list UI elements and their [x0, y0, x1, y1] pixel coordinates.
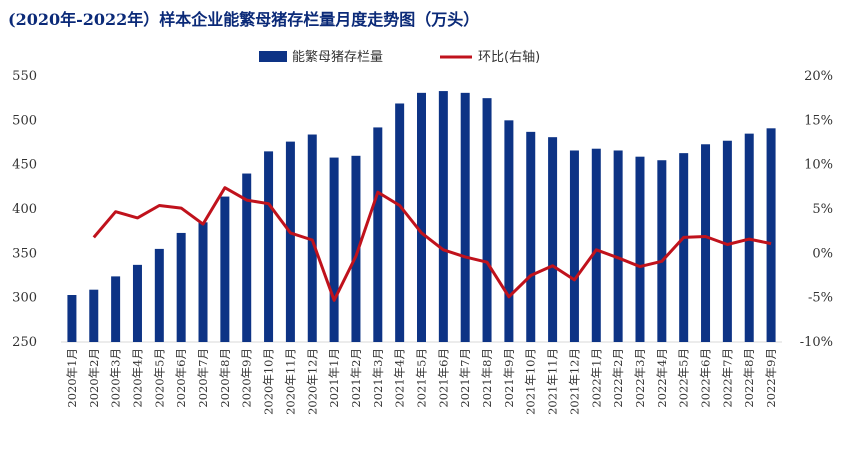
bar	[722, 140, 732, 342]
x-tick-label: 2020年9月	[240, 348, 254, 408]
x-tick-label: 2020年8月	[218, 348, 232, 408]
x-tick-label: 2022年4月	[655, 348, 669, 408]
x-tick-label: 2022年9月	[764, 348, 778, 408]
bar	[264, 151, 274, 342]
plot-area: 250 300 350 400 450 500 550 -10% -5% 0% 5% 10% 15% 20…	[12, 69, 833, 415]
y-right-tick-label: 5%	[812, 202, 833, 217]
bar	[132, 264, 142, 342]
y-left-tick-label: 500	[12, 113, 37, 128]
bar	[351, 155, 361, 342]
bar	[89, 289, 99, 342]
bar	[526, 131, 536, 342]
bar	[438, 91, 448, 342]
y-right-tick-label: 10%	[804, 158, 833, 173]
bar	[111, 276, 121, 342]
x-tick-label: 2020年12月	[305, 348, 319, 415]
x-tick-label: 2022年1月	[589, 348, 603, 408]
x-tick-label: 2022年8月	[742, 348, 756, 408]
x-tick-label: 2020年5月	[152, 348, 166, 408]
x-tick-label: 2020年11月	[283, 348, 297, 415]
y-left-tick-label: 250	[12, 335, 37, 350]
x-tick-label: 2021年4月	[393, 348, 407, 408]
x-tick-label: 2022年3月	[633, 348, 647, 408]
x-tick-label: 2020年7月	[196, 348, 210, 408]
bar	[198, 222, 208, 342]
y-left-tick-label: 350	[12, 246, 37, 261]
y-right-tick-label: 20%	[804, 69, 833, 84]
bar	[373, 127, 383, 342]
bar	[766, 128, 776, 342]
bar	[679, 153, 689, 342]
bar	[176, 232, 186, 342]
x-tick-label: 2021年11月	[546, 348, 560, 415]
bar	[591, 148, 601, 342]
bar	[548, 137, 558, 342]
bar	[395, 103, 405, 342]
x-tick-label: 2021年9月	[502, 348, 516, 408]
bar	[504, 120, 514, 342]
bar	[613, 150, 623, 342]
bar	[242, 173, 252, 342]
x-tick-label: 2021年3月	[371, 348, 385, 408]
bar	[569, 150, 579, 342]
x-tick-label: 2020年10月	[262, 348, 276, 415]
x-tick-label: 2021年5月	[415, 348, 429, 408]
x-tick-label: 2020年1月	[65, 348, 79, 408]
chart-title: (2020年-2022年）样本企业能繁母猪存栏量月度走势图（万头）	[8, 10, 480, 29]
x-tick-label: 2021年2月	[349, 348, 363, 408]
legend-bar-swatch	[259, 51, 287, 62]
bar	[635, 156, 645, 342]
y-left-tick-label: 400	[12, 202, 37, 217]
y-right-tick-label: -5%	[808, 291, 833, 306]
y-left-tick-label: 450	[12, 158, 37, 173]
bar	[460, 92, 470, 342]
bar	[701, 144, 711, 342]
y-right-tick-label: 0%	[812, 246, 833, 261]
bar	[67, 295, 77, 342]
bar	[307, 134, 317, 342]
x-tick-label: 2020年4月	[131, 348, 145, 408]
x-tick-label: 2021年8月	[480, 348, 494, 408]
x-tick-label: 2021年7月	[458, 348, 472, 408]
x-tick-label: 2022年6月	[699, 348, 713, 408]
bar	[482, 98, 492, 343]
bar	[417, 92, 426, 342]
x-tick-label: 2022年5月	[677, 348, 691, 408]
x-tick-label: 2021年6月	[436, 348, 450, 408]
legend-line-label: 环比(右轴)	[478, 50, 540, 65]
x-tick-label: 2021年1月	[327, 348, 341, 408]
legend: 能繁母猪存栏量 环比(右轴)	[259, 49, 540, 65]
x-tick-label: 2021年10月	[524, 348, 538, 415]
x-tick-label: 2020年6月	[174, 348, 188, 408]
bar	[220, 196, 230, 342]
y-right-tick-label: 15%	[804, 113, 833, 128]
bar	[285, 141, 295, 342]
x-tick-label: 2021年12月	[567, 348, 581, 415]
legend-bar-label: 能繁母猪存栏量	[292, 49, 383, 65]
x-tick-label: 2020年3月	[109, 348, 123, 408]
x-tick-label: 2022年2月	[611, 348, 625, 408]
line-series-mom	[92, 186, 772, 302]
x-tick-label: 2020年2月	[87, 348, 101, 408]
bar	[154, 248, 164, 342]
y-right-tick-label: -10%	[800, 335, 833, 350]
x-tick-label: 2022年7月	[720, 348, 734, 408]
bar	[657, 160, 667, 342]
bar	[329, 157, 339, 342]
y-left-tick-label: 300	[12, 291, 37, 306]
y-left-tick-label: 550	[12, 69, 37, 84]
